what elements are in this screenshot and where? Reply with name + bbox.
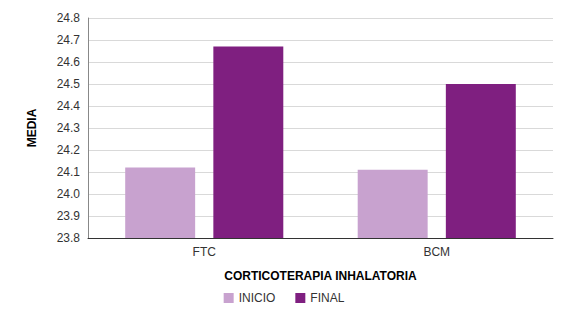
svg-text:24.7: 24.7: [57, 33, 81, 47]
svg-text:23.9: 23.9: [57, 209, 81, 223]
svg-text:24.6: 24.6: [57, 55, 81, 69]
svg-text:24.4: 24.4: [57, 99, 81, 113]
svg-text:24.5: 24.5: [57, 77, 81, 91]
svg-text:FINAL: FINAL: [310, 291, 344, 305]
svg-text:INICIO: INICIO: [239, 291, 276, 305]
svg-text:CORTICOTERAPIA INHALATORIA: CORTICOTERAPIA INHALATORIA: [224, 269, 417, 283]
svg-text:24.1: 24.1: [57, 165, 81, 179]
svg-text:24.2: 24.2: [57, 143, 81, 157]
svg-text:24.8: 24.8: [57, 11, 81, 25]
svg-text:FTC: FTC: [193, 245, 217, 259]
svg-text:23.8: 23.8: [57, 231, 81, 245]
svg-text:24.0: 24.0: [57, 187, 81, 201]
svg-text:MEDIA: MEDIA: [25, 108, 39, 147]
svg-text:24.3: 24.3: [57, 121, 81, 135]
svg-text:BCM: BCM: [423, 245, 450, 259]
